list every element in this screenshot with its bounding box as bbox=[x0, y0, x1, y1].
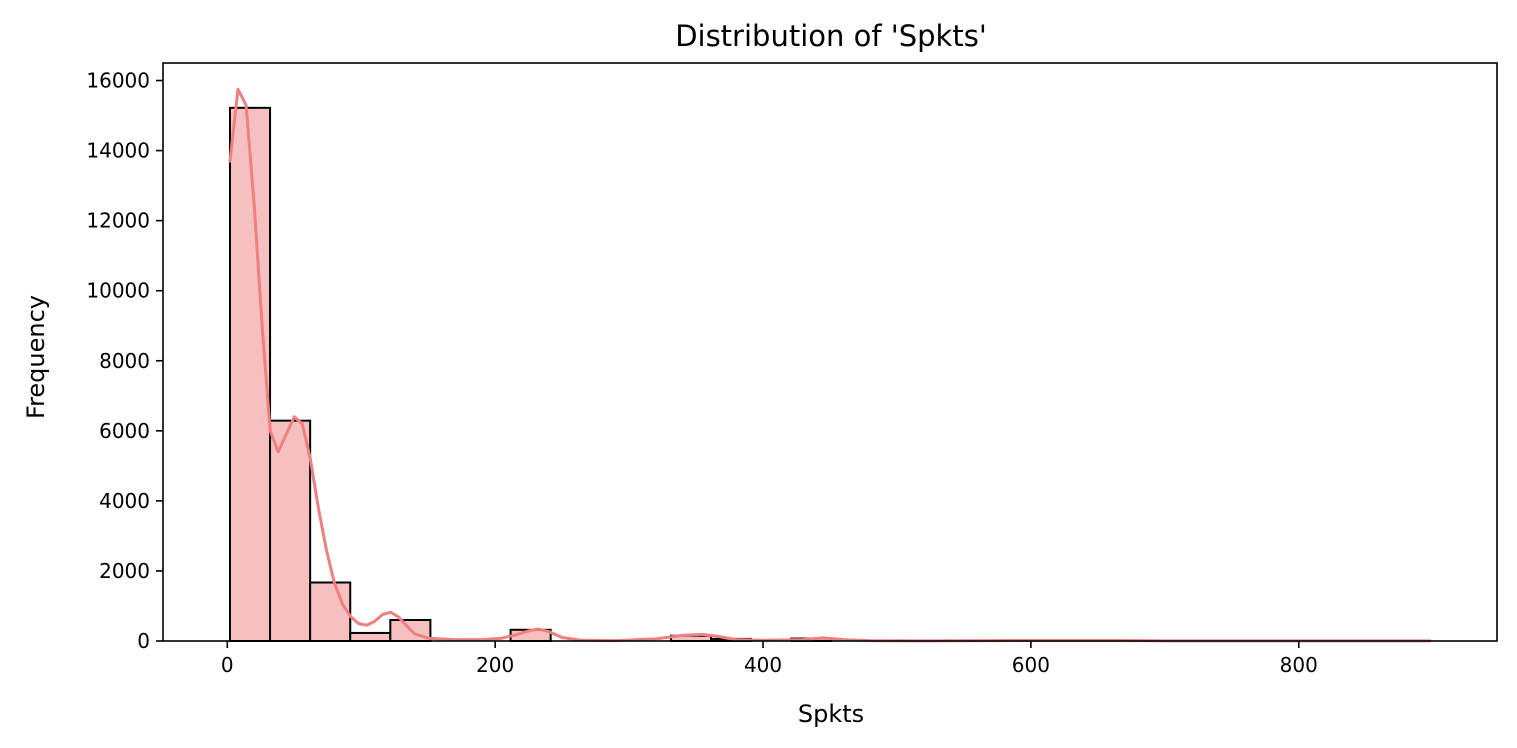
y-tick-label: 4000 bbox=[99, 489, 150, 513]
y-tick-label: 2000 bbox=[99, 559, 150, 583]
kde-layer bbox=[228, 87, 1432, 643]
x-axis-label: Spkts bbox=[798, 700, 864, 728]
y-axis-label: Frequency bbox=[22, 295, 50, 419]
x-tick-label: 800 bbox=[1280, 653, 1318, 677]
axes-layer: 0 200 400 600 800020004000600080001000012000… bbox=[86, 62, 1498, 677]
x-tick-label: 200 bbox=[476, 653, 514, 677]
y-tick-label: 6000 bbox=[99, 419, 150, 443]
histogram-bar bbox=[269, 419, 312, 642]
y-tick-label: 0 bbox=[137, 629, 150, 653]
y-tick-label: 12000 bbox=[86, 209, 150, 233]
y-tick-label: 16000 bbox=[86, 69, 150, 93]
histogram-bar bbox=[228, 106, 272, 642]
x-tick-label: 600 bbox=[1012, 653, 1050, 677]
plot-frame bbox=[162, 62, 1498, 642]
y-tick-label: 8000 bbox=[99, 349, 150, 373]
bars-layer bbox=[228, 106, 833, 643]
x-tick-label: 0 bbox=[221, 653, 234, 677]
y-tick-label: 10000 bbox=[86, 279, 150, 303]
kde-line bbox=[228, 87, 1432, 643]
x-tick-label: 400 bbox=[744, 653, 782, 677]
histogram-bar bbox=[309, 581, 352, 642]
histogram-bar bbox=[349, 631, 392, 643]
y-tick-label: 14000 bbox=[86, 139, 150, 163]
chart-title: Distribution of 'Spkts' bbox=[675, 19, 987, 53]
